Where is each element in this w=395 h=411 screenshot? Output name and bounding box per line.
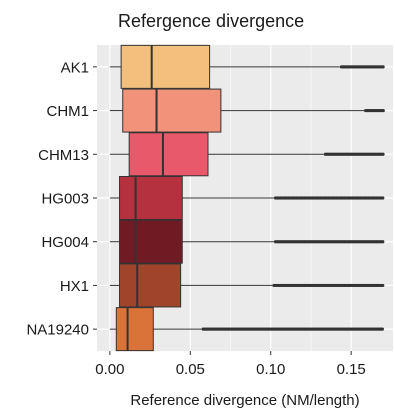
outlier-points — [272, 283, 385, 288]
box-body — [120, 44, 211, 89]
y-axis-ticks — [93, 66, 97, 330]
box-body — [119, 219, 183, 264]
box-body — [128, 132, 209, 177]
outlier-point — [381, 108, 385, 113]
y-tick-label: HG004 — [41, 234, 89, 251]
x-axis-label: Reference divergence (NM/length) — [130, 392, 359, 409]
x-tick-label: 0.15 — [337, 361, 366, 378]
y-tick-label: AK1 — [61, 59, 89, 76]
x-tick-label: 0.10 — [256, 361, 285, 378]
outlier-points — [273, 196, 385, 200]
box-ak1 — [109, 44, 385, 89]
y-tick-label: HG003 — [41, 191, 89, 208]
y-tick-label: CHM13 — [38, 147, 89, 164]
y-axis-labels: AK1 CHM1 CHM13 HG003 HG004 HX1 NA19240 — [26, 59, 89, 338]
y-tick-label: NA19240 — [26, 322, 89, 339]
chart-title: Refergence divergence — [118, 11, 304, 31]
y-tick-label: HX1 — [60, 278, 89, 295]
box-chm1 — [109, 88, 385, 133]
outlier-points — [364, 108, 385, 113]
x-tick-label: 0.00 — [95, 361, 124, 378]
outlier-points — [339, 65, 385, 69]
outlier-points — [273, 240, 385, 244]
outlier-point — [380, 327, 384, 331]
box-na19240 — [109, 307, 384, 352]
y-tick-label: CHM1 — [46, 103, 89, 120]
outlier-points — [201, 327, 384, 331]
outlier-point — [381, 240, 385, 244]
outlier-point — [381, 196, 385, 200]
outlier-point — [381, 152, 385, 156]
box-hg003 — [109, 176, 385, 220]
x-axis-ticks — [109, 351, 352, 355]
box-hx1 — [109, 263, 385, 308]
x-axis-tick-labels: 0.00 0.05 0.10 0.15 — [95, 361, 366, 378]
outlier-point — [381, 65, 385, 69]
box-hg004 — [109, 219, 385, 264]
box-body — [122, 88, 222, 133]
box-body — [115, 307, 154, 352]
x-tick-label: 0.05 — [176, 361, 205, 378]
box-body — [119, 176, 183, 220]
box-body — [119, 263, 182, 308]
box-series — [109, 44, 385, 352]
box-chm13 — [109, 132, 385, 177]
outlier-point — [381, 283, 385, 288]
outlier-points — [323, 152, 385, 156]
